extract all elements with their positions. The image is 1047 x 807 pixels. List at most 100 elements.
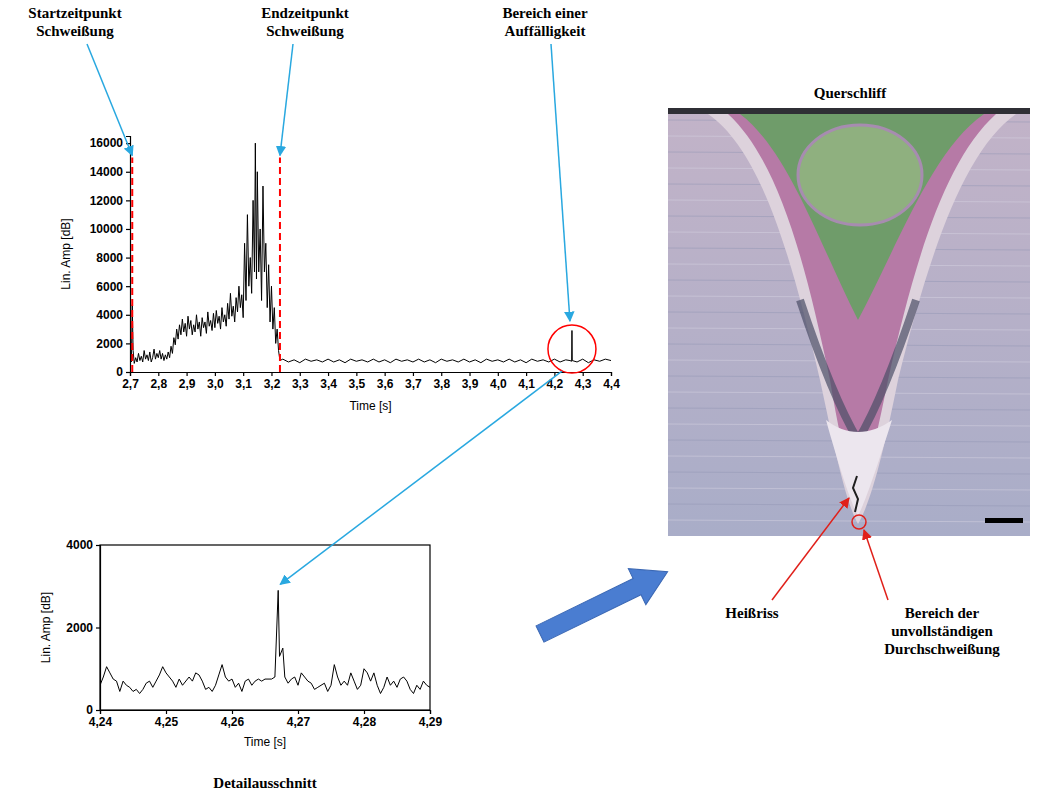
annotation-arrow [87,44,132,155]
block-arrow [531,554,676,652]
tick: 4,1 [518,372,535,391]
tick: 10000 [90,222,130,236]
y-axis: 0200040006000800010000120001400016000 [90,136,131,379]
tick: 4,28 [353,710,377,729]
tick-label: 4,27 [287,715,311,729]
tick-mark [215,372,216,376]
micrograph-image [668,108,1030,536]
axis-line [126,137,131,373]
tick-label: 3,8 [433,377,450,391]
x-axis-title: Time [s] [244,735,286,749]
tick: 3,0 [207,372,224,391]
plot-area [100,590,430,693]
tick-mark [166,710,167,714]
texture-line [668,504,1030,506]
tick-mark [271,372,272,376]
marker-line [131,157,133,372]
tick-label: 2000 [96,337,123,351]
plot-area [130,143,611,363]
tick: 3,4 [320,372,337,391]
tick-label: 10000 [90,222,124,236]
tick-mark [158,372,159,376]
text-line: Heißriss [725,605,778,621]
tick-label: 4,2 [547,377,564,391]
figure: 2,72,82,93,03,13,23,33,43,53,63,73,83,94… [0,0,1047,807]
tick-mark [126,286,130,287]
tick-mark [232,710,233,714]
chart: 4,244,254,264,274,284,29020004000Time [s… [39,538,443,791]
x-axis: 2,72,82,93,03,13,23,33,43,53,63,73,83,94… [122,372,620,391]
tick: 4000 [96,308,130,322]
tick: 4000 [66,538,100,552]
tick-mark [611,372,612,376]
tick-label: 3,2 [264,377,281,391]
tick: 8000 [96,251,130,265]
text-line: Schweißung [266,23,344,39]
tick-label: 6000 [96,280,123,294]
tick: 2,8 [150,372,167,391]
tick-label: 12000 [90,194,124,208]
tick-label: 4,26 [221,715,245,729]
tick-mark [96,545,100,546]
annotation-label: StartzeitpunktSchweißung [28,5,121,39]
tick-label: 0 [116,365,123,379]
tick-mark [126,200,130,201]
tick: 2,9 [179,372,196,391]
tick-label: 2,8 [150,377,167,391]
surface-edge [668,108,1030,114]
tick: 4,27 [287,710,311,729]
tick-label: 4,1 [518,377,535,391]
weld-root [826,420,892,516]
tick-mark [413,372,414,376]
annotation-label: Bereich einerAuffälligkeit [502,5,587,39]
tick: 4,29 [419,710,443,729]
tick-mark [126,229,130,230]
tick-label: 4000 [66,538,93,552]
tick-label: 3,3 [292,377,309,391]
tick-label: 3,5 [349,377,366,391]
micrograph-title: Querschliff [814,85,887,101]
tick: 14000 [90,165,130,179]
annotations: StartzeitpunktSchweißungEndzeitpunktSchw… [28,5,596,584]
chart-title: Detailausschnitt [213,775,316,791]
text-line: Startzeitpunkt [28,5,121,21]
weld-core [798,125,922,225]
signal-line [100,590,430,693]
tick-mark [298,710,299,714]
tick: 3,9 [462,372,479,391]
tick: 6000 [96,280,130,294]
tick: 3,6 [377,372,394,391]
tick: 2,7 [122,372,139,391]
tick-mark [126,257,130,258]
axis-line [96,546,101,711]
plot-frame [100,545,430,710]
signal-line [130,143,611,363]
detail-connector [280,371,562,584]
tick-mark [126,172,130,173]
tick: 3,7 [405,372,422,391]
tick-mark [328,372,329,376]
tick-label: 3,0 [207,377,224,391]
axis-line [101,711,431,715]
tick-label: 4000 [96,308,123,322]
tick-label: 4,28 [353,715,377,729]
tick: 4,25 [155,710,179,729]
tick-label: 2000 [66,621,93,635]
tick-label: 4,4 [603,377,620,391]
weld-dark-band [800,300,916,440]
highlight-circle [548,325,596,373]
heat-affected-zone [708,114,1016,524]
tick-label: 3,6 [377,377,394,391]
tick-mark [96,627,100,628]
tick-label: 8000 [96,251,123,265]
tick-label: 4,0 [490,377,507,391]
tick-mark [126,343,130,344]
annotation-arrow [551,44,570,321]
tick-mark [498,372,499,376]
tick-label: 2,9 [179,377,196,391]
axis-line [131,373,612,377]
tick-mark [126,315,130,316]
marker-line [279,157,281,372]
tick: 4,3 [575,372,592,391]
annotation-arrow [280,44,293,155]
